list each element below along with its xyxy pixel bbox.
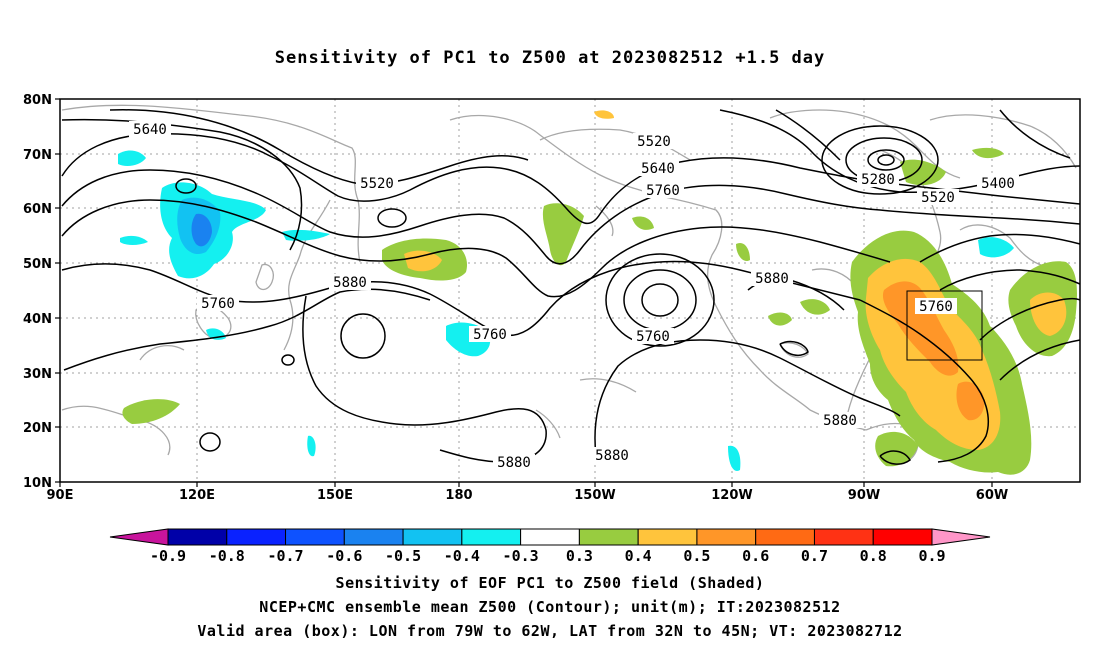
shade-aleutian-yellow	[404, 250, 442, 272]
shade-kamchatka-cyan	[282, 229, 330, 241]
colorbar-segment	[872, 528, 933, 546]
colorbar-segment	[402, 528, 463, 546]
colorbar-label: -0.3	[503, 547, 539, 565]
contour-label: 5760	[473, 327, 507, 343]
colorbar-segment	[285, 528, 345, 546]
contour-labels: 5640 5520 5520 5640 5760 5280 5400 5520 5760 5880…	[129, 121, 1019, 471]
colorbar: -0.9 -0.8 -0.7 -0.6 -0.5 -0.4 -0.3 0.3 0.4 0.5 0.6…	[109, 528, 991, 565]
caption-line-2: NCEP+CMC ensemble mean Z500 (Contour); u…	[259, 598, 841, 616]
map-title: Sensitivity of PC1 to Z500 at 2023082512…	[274, 48, 826, 68]
lat-tick-label: 10N	[23, 476, 52, 491]
colorbar-label: 0.8	[860, 547, 887, 565]
shade-atlantic-yellow2	[1030, 292, 1067, 336]
contour-label: 5760	[919, 299, 953, 315]
contour-label: 5520	[360, 176, 394, 192]
lat-tick-label: 40N	[23, 312, 52, 327]
contour-label: 5640	[133, 122, 167, 138]
colorbar-label: -0.8	[209, 547, 245, 565]
lon-tick-label: 120E	[179, 488, 215, 503]
colorbar-segment	[343, 528, 404, 546]
colorbar-label: -0.9	[150, 547, 186, 565]
contour-label: 5520	[637, 134, 671, 150]
contour-label: 5280	[861, 172, 895, 188]
lon-tick-label: 120W	[711, 488, 752, 503]
colorbar-label: 0.3	[566, 547, 593, 565]
lon-tick-label: 90E	[47, 488, 74, 503]
colorbar-segment	[167, 528, 228, 546]
lon-tick-label: 150W	[574, 488, 615, 503]
lon-tick-label: 150E	[317, 488, 353, 503]
valid-area-box	[906, 290, 983, 361]
lat-tick-label: 60N	[23, 202, 52, 217]
contour-label: 5880	[823, 413, 857, 429]
contour-label: 5520	[921, 190, 955, 206]
lon-tick-label: 180	[445, 488, 472, 503]
colorbar-segment	[578, 528, 639, 546]
colorbar-segment	[755, 528, 815, 546]
colorbar-label: -0.6	[326, 547, 362, 565]
lon-tick-label: 90W	[848, 488, 880, 503]
shade-canada-green2	[768, 312, 792, 326]
shade-scs-green	[122, 399, 180, 424]
colorbar-label: 0.9	[918, 547, 945, 565]
contour-label: 5880	[497, 455, 531, 471]
contour-label: 5640	[641, 161, 675, 177]
shade-canada-green	[736, 242, 750, 262]
shade-atlantic-orange	[882, 281, 959, 376]
contour-label: 5880	[333, 275, 367, 291]
sensitivity-shading	[118, 110, 1077, 475]
colorbar-segment	[226, 528, 287, 546]
shade-canada-green3	[800, 299, 830, 315]
lat-tick-label: 20N	[23, 421, 52, 436]
colorbar-left-end	[109, 528, 169, 546]
lat-tick-label: 30N	[23, 367, 52, 382]
contour-5760-west	[61, 260, 861, 337]
shade-gulf-green	[875, 431, 918, 467]
caption-line-1: Sensitivity of EOF PC1 to Z500 field (Sh…	[335, 574, 765, 592]
contour-label: 5760	[201, 296, 235, 312]
caption-line-3: Valid area (box): LON from 79W to 62W, L…	[197, 622, 903, 640]
colorbar-segment	[813, 528, 874, 546]
colorbar-label: 0.7	[801, 547, 828, 565]
lat-tick-label: 70N	[23, 148, 52, 163]
shade-siberia-midblue	[191, 213, 212, 247]
lon-tick-label: 60W	[976, 488, 1008, 503]
contour-label: 5400	[981, 176, 1015, 192]
lat-tick-label: 80N	[23, 93, 52, 108]
contour-label: 5880	[755, 271, 789, 287]
colorbar-label: 0.5	[683, 547, 710, 565]
colorbar-segment	[696, 528, 757, 546]
shade-labrador-cyan	[978, 237, 1014, 258]
lat-tick-label: 50N	[23, 257, 52, 272]
colorbar-right-end	[931, 528, 991, 546]
contour-label: 5760	[646, 183, 680, 199]
colorbar-segment	[461, 528, 522, 546]
colorbar-label: -0.4	[444, 547, 480, 565]
shade-goa-green	[542, 203, 584, 266]
shade-pacific-cyan2	[307, 435, 316, 457]
colorbar-segment	[637, 528, 698, 546]
shade-siberia-cyan3	[120, 235, 148, 245]
colorbar-label: -0.7	[267, 547, 303, 565]
colorbar-label: 0.6	[742, 547, 769, 565]
colorbar-label: -0.5	[385, 547, 421, 565]
shade-atlantic-orange2	[956, 381, 985, 421]
shade-baffin-green	[900, 159, 946, 186]
shade-greenland-green	[972, 147, 1004, 159]
shade-arctic-yellow	[594, 110, 614, 119]
shade-siberia-cyan2	[118, 150, 146, 166]
contour-label: 5760	[636, 329, 670, 345]
colorbar-label: 0.4	[625, 547, 652, 565]
shade-mex-cyan	[728, 445, 741, 471]
map-frame	[59, 98, 1081, 483]
colorbar-segment	[520, 528, 580, 546]
contour-label: 5880	[595, 448, 629, 464]
shade-bc-green	[632, 216, 654, 230]
contour-5520-a	[109, 109, 529, 186]
